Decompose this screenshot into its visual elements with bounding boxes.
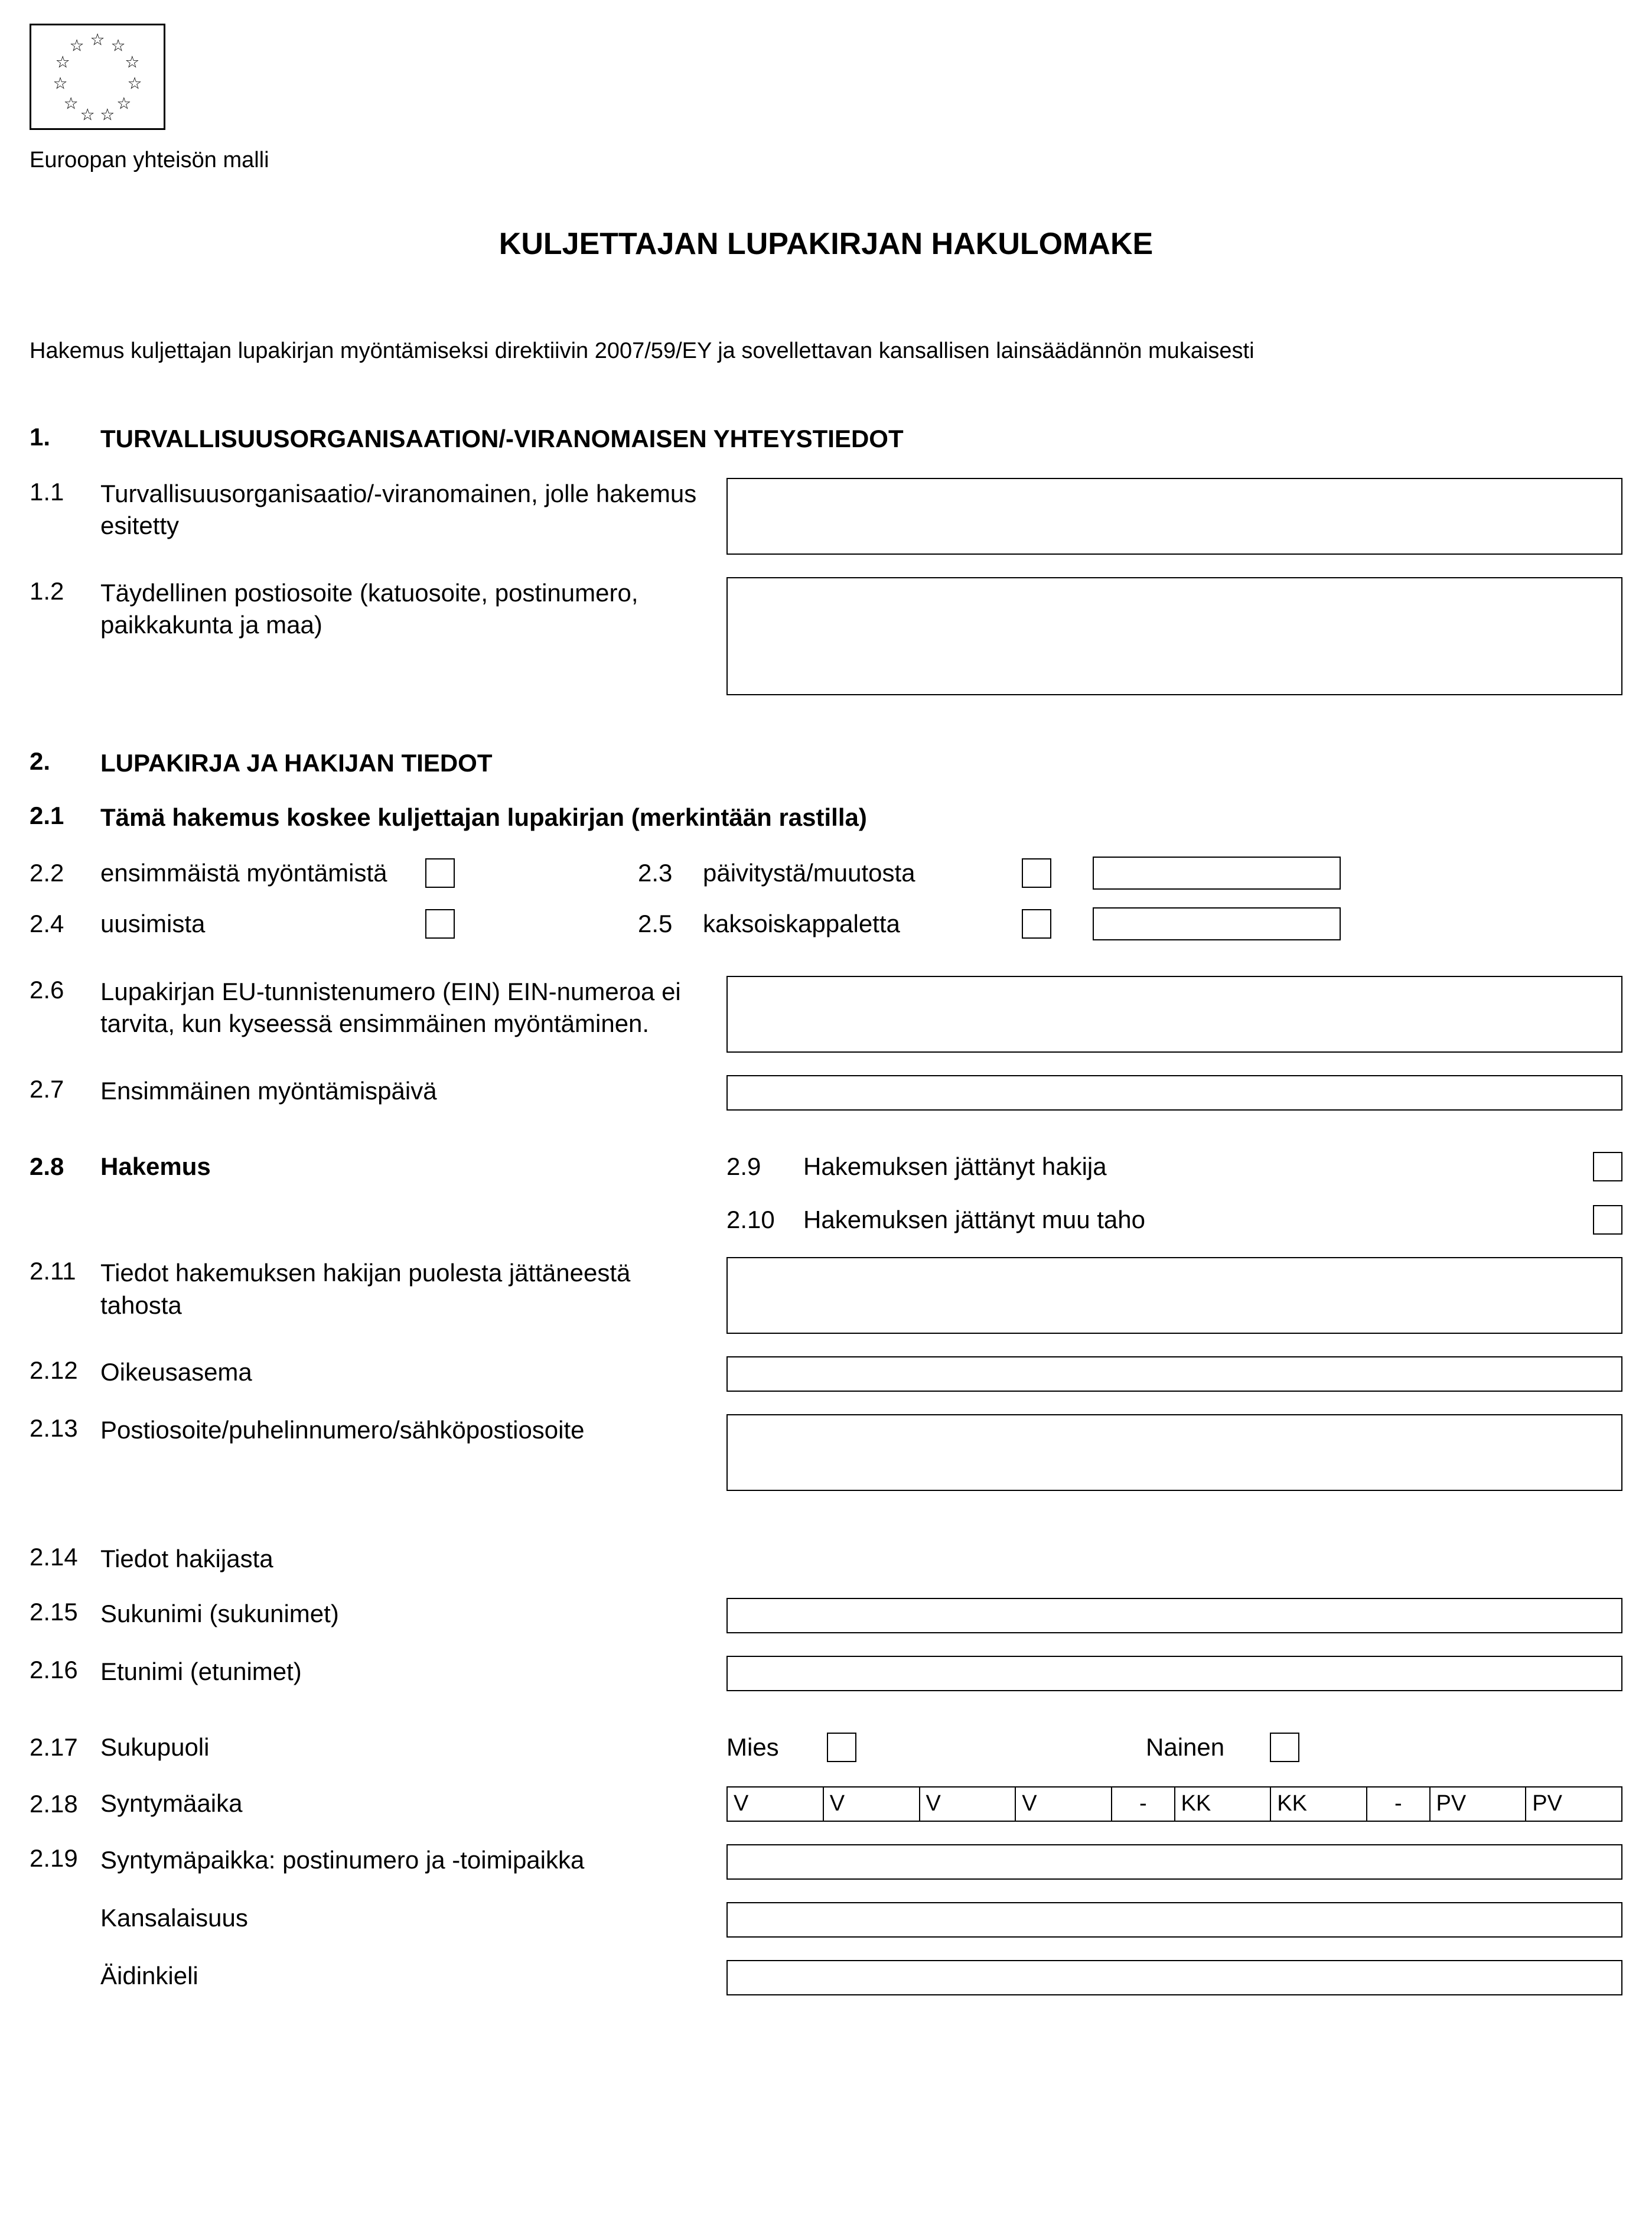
section-1-heading: TURVALLISUUSORGANISAATION/-VIRANOMAISEN … — [100, 423, 1622, 455]
field-2-19-input[interactable] — [726, 1844, 1622, 1880]
dob-y4[interactable]: V — [1015, 1786, 1112, 1822]
mother-tongue-input[interactable] — [726, 1960, 1622, 1995]
gender-male-checkbox[interactable] — [827, 1733, 856, 1762]
dob-sep2: - — [1366, 1786, 1430, 1822]
field-2-9-label: Hakemuksen jättänyt hakija — [803, 1152, 1581, 1181]
dob-d2[interactable]: PV — [1525, 1786, 1622, 1822]
field-2-13-label: Postiosoite/puhelinnumero/sähköpostiosoi… — [100, 1414, 726, 1447]
field-2-9-num: 2.9 — [726, 1152, 791, 1181]
field-2-7-input[interactable] — [726, 1075, 1622, 1111]
nationality-label: Kansalaisuus — [100, 1902, 726, 1935]
field-2-3-checkbox[interactable] — [1022, 858, 1051, 888]
field-2-6-input[interactable] — [726, 976, 1622, 1053]
dob-m2[interactable]: KK — [1270, 1786, 1367, 1822]
field-2-10-num: 2.10 — [726, 1206, 791, 1234]
eu-logo: ☆ ☆ ☆ ☆ ☆ ☆ ☆ ☆ ☆ ☆ ☆ ☆ — [30, 24, 165, 130]
field-2-19-num: 2.19 — [30, 1844, 100, 1873]
field-2-1-num: 2.1 — [30, 802, 100, 830]
field-2-11-num: 2.11 — [30, 1257, 100, 1285]
field-2-16-label: Etunimi (etunimet) — [100, 1656, 726, 1688]
field-2-16-num: 2.16 — [30, 1656, 100, 1684]
field-2-6-num: 2.6 — [30, 976, 100, 1004]
field-2-15-num: 2.15 — [30, 1598, 100, 1626]
field-2-15-label: Sukunimi (sukunimet) — [100, 1598, 726, 1630]
field-2-7-label: Ensimmäinen myöntämispäivä — [100, 1075, 726, 1108]
field-2-15-input[interactable] — [726, 1598, 1622, 1633]
dob-grid[interactable]: V V V V - KK KK - PV PV — [726, 1786, 1622, 1822]
field-2-16-input[interactable] — [726, 1656, 1622, 1691]
field-2-5-label: kaksoiskappaletta — [703, 910, 1022, 938]
field-2-5-num: 2.5 — [638, 910, 703, 938]
field-2-4-num: 2.4 — [30, 910, 100, 938]
field-1-1-input[interactable] — [726, 478, 1622, 555]
field-2-8-label: Hakemus — [100, 1151, 726, 1183]
field-2-14-label: Tiedot hakijasta — [100, 1543, 1622, 1575]
eu-stars-icon: ☆ ☆ ☆ ☆ ☆ ☆ ☆ ☆ ☆ ☆ ☆ ☆ — [56, 35, 139, 118]
field-2-2-checkbox[interactable] — [425, 858, 455, 888]
field-2-1-label: Tämä hakemus koskee kuljettajan lupakirj… — [100, 802, 1622, 834]
field-1-1-label: Turvallisuusorganisaatio/-viranomainen, … — [100, 478, 726, 542]
field-2-13-num: 2.13 — [30, 1414, 100, 1443]
field-1-2-num: 1.2 — [30, 577, 100, 605]
section-1-num: 1. — [30, 423, 100, 451]
field-1-2-input[interactable] — [726, 577, 1622, 695]
field-2-19-label: Syntymäpaikka: postinumero ja -toimipaik… — [100, 1844, 726, 1877]
gender-female-label: Nainen — [1146, 1733, 1252, 1762]
field-2-13-input[interactable] — [726, 1414, 1622, 1491]
field-2-12-label: Oikeusasema — [100, 1356, 726, 1389]
field-2-2-num: 2.2 — [30, 859, 100, 887]
section-2-num: 2. — [30, 747, 100, 776]
field-2-11-input[interactable] — [726, 1257, 1622, 1334]
field-2-6-label: Lupakirjan EU-tunnistenumero (EIN) EIN-n… — [100, 976, 726, 1040]
field-2-5-extra-input[interactable] — [1093, 907, 1341, 940]
field-2-3-num: 2.3 — [638, 859, 703, 887]
dob-y3[interactable]: V — [919, 1786, 1016, 1822]
model-line: Euroopan yhteisön malli — [30, 148, 1622, 173]
field-2-14-num: 2.14 — [30, 1543, 100, 1571]
field-2-4-checkbox[interactable] — [425, 909, 455, 939]
field-1-1-num: 1.1 — [30, 478, 100, 506]
field-2-3-label: päivitystä/muutosta — [703, 859, 1022, 887]
gender-female-checkbox[interactable] — [1270, 1733, 1299, 1762]
field-2-8-num: 2.8 — [30, 1152, 100, 1181]
field-2-9-checkbox[interactable] — [1593, 1152, 1622, 1181]
field-2-4-label: uusimista — [100, 910, 425, 938]
page-title: KULJETTAJAN LUPAKIRJAN HAKULOMAKE — [30, 226, 1622, 262]
dob-m1[interactable]: KK — [1174, 1786, 1272, 1822]
field-2-17-label: Sukupuoli — [100, 1731, 726, 1764]
field-2-18-num: 2.18 — [30, 1790, 100, 1818]
dob-d1[interactable]: PV — [1429, 1786, 1527, 1822]
field-2-10-checkbox[interactable] — [1593, 1205, 1622, 1235]
field-2-7-num: 2.7 — [30, 1075, 100, 1103]
dob-sep1: - — [1111, 1786, 1175, 1822]
field-2-3-extra-input[interactable] — [1093, 857, 1341, 890]
field-2-2-label: ensimmäistä myöntämistä — [100, 859, 425, 887]
field-2-17-num: 2.17 — [30, 1733, 100, 1762]
dob-y2[interactable]: V — [823, 1786, 920, 1822]
field-2-10-label: Hakemuksen jättänyt muu taho — [803, 1206, 1581, 1234]
mother-tongue-label: Äidinkieli — [100, 1960, 726, 1992]
nationality-input[interactable] — [726, 1902, 1622, 1938]
field-2-12-input[interactable] — [726, 1356, 1622, 1392]
field-2-12-num: 2.12 — [30, 1356, 100, 1385]
section-2-heading: LUPAKIRJA JA HAKIJAN TIEDOT — [100, 747, 1622, 780]
gender-male-label: Mies — [726, 1733, 809, 1762]
field-2-18-label: Syntymäaika — [100, 1788, 726, 1820]
subtitle: Hakemus kuljettajan lupakirjan myöntämis… — [30, 338, 1622, 364]
field-1-2-label: Täydellinen postiosoite (katuosoite, pos… — [100, 577, 726, 642]
field-2-11-label: Tiedot hakemuksen hakijan puolesta jättä… — [100, 1257, 726, 1321]
field-2-5-checkbox[interactable] — [1022, 909, 1051, 939]
dob-y1[interactable]: V — [726, 1786, 824, 1822]
